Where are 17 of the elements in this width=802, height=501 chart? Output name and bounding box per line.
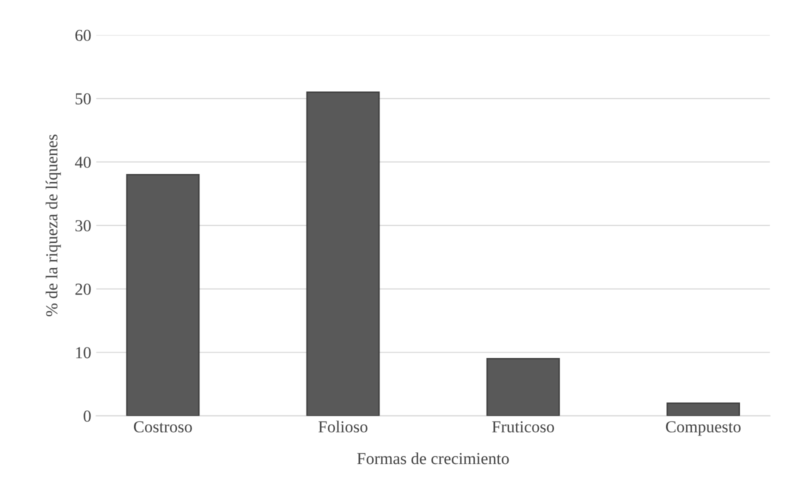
x-tick-label: Fruticoso: [492, 421, 554, 432]
y-tick-label: 40: [75, 156, 91, 168]
bar: [486, 358, 560, 416]
y-tick-label: 20: [75, 284, 91, 295]
y-tick-label: 30: [76, 220, 91, 232]
y-tick-label: 0: [84, 410, 91, 422]
x-tick-label: Folioso: [318, 420, 368, 432]
y-tick-label: 10: [76, 347, 91, 358]
bar: [126, 174, 200, 416]
bar: [666, 402, 740, 416]
x-tick-label: Costroso: [134, 421, 192, 432]
y-axis-title: % de la riqueza de líquenes: [46, 134, 61, 316]
bar: [306, 91, 380, 416]
y-tick-label: 50: [76, 93, 91, 104]
x-tick-label: Compuesto: [666, 421, 741, 436]
x-axis-title: Formas de crecimiento: [357, 452, 509, 464]
y-tick-label: 60: [75, 30, 91, 42]
